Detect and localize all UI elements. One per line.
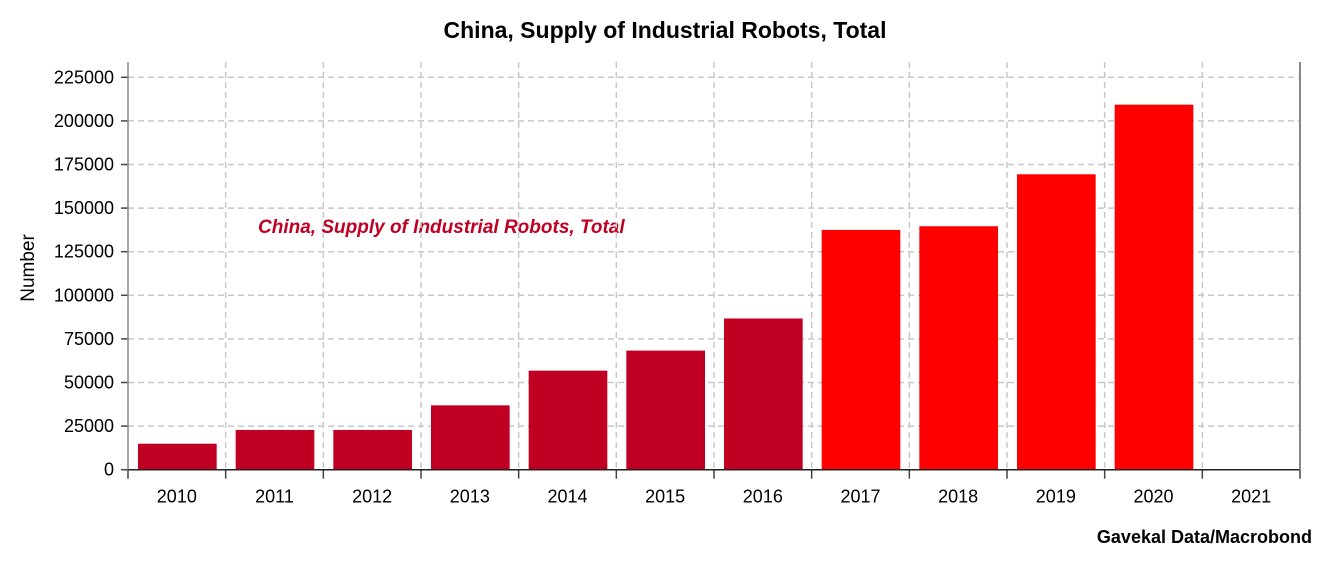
y-tick-label: 75000 (64, 329, 114, 349)
x-tick-label: 2020 (1133, 487, 1173, 507)
bar-2016 (724, 318, 803, 470)
bar-2011 (235, 429, 315, 470)
y-tick-label: 150000 (54, 198, 114, 218)
bar-2015 (626, 350, 705, 470)
x-tick-label: 2021 (1231, 487, 1271, 507)
y-tick-label: 175000 (54, 155, 114, 175)
series-label: China, Supply of Industrial Robots, Tota… (258, 217, 625, 238)
y-tick-label: 50000 (64, 373, 114, 393)
grid (128, 62, 1300, 470)
bar-2019 (1017, 174, 1096, 470)
x-tick-label: 2014 (547, 487, 587, 507)
x-tick-label: 2011 (255, 487, 294, 507)
bar-2017 (821, 229, 901, 470)
chart-title: China, Supply of Industrial Robots, Tota… (444, 17, 887, 43)
bar-2020 (1114, 104, 1194, 470)
y-tick-label: 125000 (54, 242, 114, 262)
y-tick-label: 0 (104, 460, 114, 480)
x-tick-label: 2017 (840, 487, 880, 507)
x-tick-label: 2012 (352, 487, 392, 507)
bar-2018 (919, 226, 998, 470)
x-tick-label: 2019 (1036, 487, 1076, 507)
x-tick-label: 2013 (450, 487, 490, 507)
x-tick-label: 2015 (645, 487, 685, 507)
bars (138, 104, 1194, 470)
bar-2012 (333, 429, 412, 470)
bar-2013 (431, 405, 510, 470)
y-tick-label: 200000 (54, 111, 114, 131)
x-tick-label: 2016 (743, 487, 783, 507)
x-tick-label: 2010 (157, 487, 197, 507)
y-tick-label: 100000 (54, 285, 114, 305)
bar-2010 (138, 443, 217, 470)
y-tick-label: 25000 (64, 416, 114, 436)
y-tick-label: 225000 (54, 67, 114, 87)
source-label: Gavekal Data/Macrobond (1097, 527, 1312, 547)
axes: 0 25000 50000 75000 100000 125000 150000 175000… (54, 62, 1301, 507)
x-tick-label: 2018 (938, 487, 978, 507)
y-axis-label: Number (18, 234, 39, 302)
bar-2014 (528, 370, 608, 470)
